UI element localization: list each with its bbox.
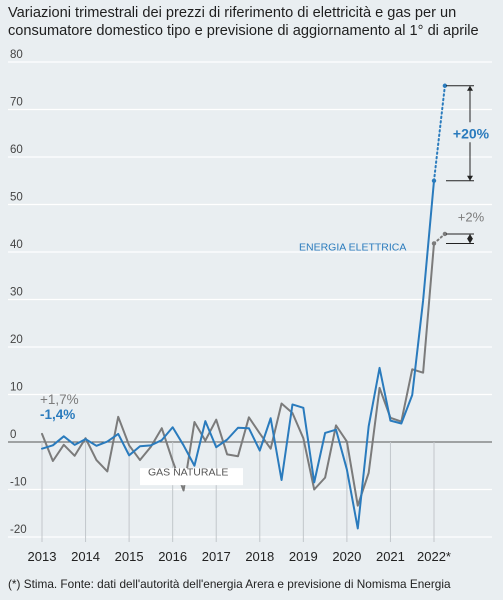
annotations: GAS NATURALE ENERGIA ELETTRICA +1,7%-1,4% +…	[40, 85, 493, 486]
series-points	[431, 83, 448, 246]
electricity-series-label: ENERGIA ELETTRICA	[299, 242, 406, 254]
x-tick-label: 2015	[115, 549, 144, 564]
grid-lines	[8, 61, 492, 538]
gas-bracket-arrow-up	[467, 233, 473, 239]
electricity-forecast-label-bg	[449, 122, 493, 143]
y-tick-label: 50	[10, 192, 23, 204]
x-tick-labels: 2013 2014 2015 2016 2017 2018 2019 2020 2021 2022…	[28, 549, 451, 564]
y-tick-label: 40	[10, 239, 23, 251]
y-tick-label: 20	[10, 334, 23, 346]
source-footnote: (*) Stima. Fonte: dati dell'autorità del…	[8, 577, 451, 591]
y-tick-label: 30	[10, 287, 23, 299]
chart-title: Variazioni trimestrali dei prezzi di rif…	[8, 5, 479, 39]
y-tick-label: 80	[10, 49, 23, 61]
gas-start-annotation: +1,7%	[40, 392, 79, 407]
gas-line	[41, 242, 435, 507]
y-tick-labels: 80 70 60 50 40 30 20 10 0 -10 -20	[10, 49, 27, 536]
x-tick-label: 2021	[376, 549, 405, 564]
electricity-bracket-arrow-up	[467, 85, 473, 91]
x-tick-label: 2014	[71, 549, 100, 564]
electricity-line	[41, 179, 435, 530]
gas-last-point	[431, 241, 437, 246]
electricity-bracket-arrow-down	[467, 175, 473, 181]
x-tick-label: 2020	[332, 549, 361, 564]
x-tick-label: 2018	[245, 549, 274, 564]
gas-bracket-arrow-down	[467, 238, 473, 244]
x-tick-label: 2022*	[417, 549, 451, 564]
gas-forecast-line	[433, 232, 446, 245]
series-lines	[41, 84, 446, 530]
x-tick-label: 2016	[158, 549, 187, 564]
electricity-forecast-point	[442, 83, 448, 88]
gas-forecast-label: +2%	[458, 210, 485, 225]
y-tick-label: 0	[10, 429, 16, 441]
electricity-last-point	[431, 178, 437, 183]
y-tick-label: 70	[10, 97, 23, 109]
x-tick-label: 2019	[289, 549, 318, 564]
x-tick-label: 2017	[202, 549, 231, 564]
gas-series-label: GAS NATURALE	[148, 467, 228, 479]
electricity-forecast-label: +20%	[453, 125, 490, 141]
electricity-forecast-line	[433, 84, 446, 182]
gas-forecast-point	[442, 231, 448, 237]
gas-label-box	[140, 468, 243, 486]
electricity-start-annotation: -1,4%	[40, 407, 75, 422]
y-tick-label: -10	[10, 477, 27, 489]
y-tick-label: 60	[10, 144, 23, 156]
x-tick-label: 2013	[28, 549, 57, 564]
y-tick-label: 10	[10, 382, 23, 394]
y-tick-label: -20	[10, 524, 27, 536]
